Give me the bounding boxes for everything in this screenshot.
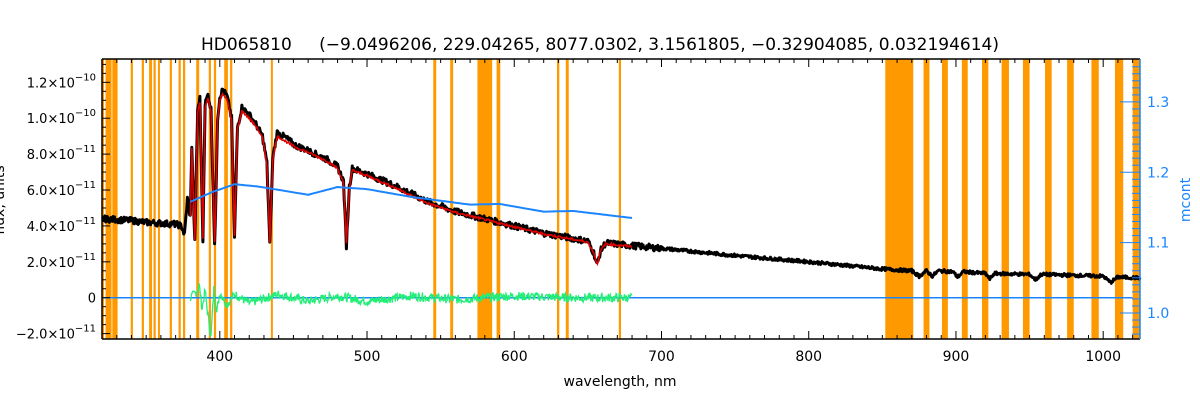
masked-region bbox=[961, 59, 968, 339]
y-tick-base: −2.0×10 bbox=[16, 328, 75, 343]
y-tick-base: 4.0×10 bbox=[27, 220, 75, 235]
masked-region bbox=[1114, 59, 1124, 339]
masked-region bbox=[182, 59, 186, 339]
masked-region bbox=[1001, 59, 1009, 339]
masked-region bbox=[208, 59, 211, 339]
y-tick-base: 1.0×10 bbox=[27, 112, 75, 127]
y-tick-exponent: −10 bbox=[75, 108, 96, 119]
masked-region bbox=[923, 59, 930, 339]
y-tick-exponent: −11 bbox=[75, 180, 96, 191]
masked-region bbox=[1045, 59, 1052, 339]
y-axis-label: flux, units bbox=[0, 165, 8, 234]
y2-tick-label: 1.0 bbox=[1147, 306, 1169, 322]
x-tick-label: 700 bbox=[648, 349, 675, 365]
masked-region bbox=[157, 59, 160, 339]
masked-region bbox=[1132, 59, 1140, 339]
masked-region bbox=[477, 59, 493, 339]
y2-tick-label: 1.3 bbox=[1147, 95, 1169, 111]
masked-region bbox=[112, 59, 118, 339]
masked-region bbox=[141, 59, 144, 339]
masked-region bbox=[153, 59, 156, 339]
y-tick-label: 4.0×10−11 bbox=[27, 216, 96, 235]
y-tick-label: 6.0×10−11 bbox=[27, 180, 96, 199]
y-tick-base: 6.0×10 bbox=[27, 184, 75, 199]
masked-region bbox=[169, 59, 172, 339]
masked-region bbox=[1067, 59, 1074, 339]
chart-title-params: (−9.0496206, 229.04265, 8077.0302, 3.156… bbox=[319, 35, 999, 55]
x-tick-label: 500 bbox=[354, 349, 381, 365]
axes: 400 500 600 700 800 900 1000−2.0×10−1102.0×10−… bbox=[16, 58, 1169, 365]
masked-region bbox=[556, 59, 560, 339]
masked-region bbox=[450, 59, 454, 339]
y-tick-base: 2.0×10 bbox=[27, 256, 75, 271]
y-tick-exponent: −11 bbox=[75, 324, 96, 335]
y2-tick-label: 1.1 bbox=[1147, 236, 1169, 252]
masked-region bbox=[130, 59, 133, 339]
masked-region bbox=[496, 59, 501, 339]
mcont-series bbox=[189, 183, 633, 219]
masked-region bbox=[105, 59, 112, 339]
masked-region bbox=[618, 59, 621, 339]
masked-region bbox=[565, 59, 569, 339]
y-tick-label: 1.0×10−10 bbox=[27, 108, 96, 127]
y2-axis-label: mcont bbox=[1178, 177, 1194, 222]
y-tick-base: 0 bbox=[88, 292, 96, 307]
y2-tick-label: 1.2 bbox=[1147, 165, 1169, 181]
masked-region bbox=[230, 59, 233, 339]
y-tick-label: −2.0×10−11 bbox=[16, 324, 96, 343]
y-tick-exponent: −11 bbox=[75, 144, 96, 155]
y-tick-exponent: −10 bbox=[75, 72, 96, 83]
x-tick-label: 400 bbox=[206, 349, 233, 365]
masked-region bbox=[178, 59, 181, 339]
chart-title: HD065810 (−9.0496206, 229.04265, 8077.03… bbox=[201, 35, 999, 55]
x-tick-label: 800 bbox=[795, 349, 822, 365]
plot-series bbox=[101, 87, 1142, 338]
y-tick-base: 8.0×10 bbox=[27, 148, 75, 163]
x-tick-label: 600 bbox=[501, 349, 528, 365]
y-tick-label: 1.2×10−10 bbox=[27, 72, 96, 91]
masked-region bbox=[941, 59, 948, 339]
y-tick-label: 2.0×10−11 bbox=[27, 252, 96, 271]
y-tick-exponent: −11 bbox=[75, 216, 96, 227]
masked-region bbox=[224, 59, 228, 339]
y-tick-exponent: −11 bbox=[75, 252, 96, 263]
masked-region bbox=[1091, 59, 1099, 339]
masked-region bbox=[149, 59, 153, 339]
x-tick-label: 1000 bbox=[1085, 349, 1121, 365]
chart-title-star: HD065810 bbox=[201, 35, 292, 55]
y-tick-label: 0 bbox=[88, 292, 96, 307]
residuals-series bbox=[189, 283, 633, 338]
x-axis-label: wavelength, nm bbox=[564, 374, 677, 390]
model-flux-series bbox=[189, 92, 633, 267]
y-tick-base: 1.2×10 bbox=[27, 76, 75, 91]
masked-region bbox=[1022, 59, 1030, 339]
masked-regions bbox=[102, 59, 1140, 339]
masked-region bbox=[885, 59, 914, 339]
masked-region bbox=[982, 59, 989, 339]
y-tick-label: 8.0×10−11 bbox=[27, 144, 96, 163]
x-tick-label: 900 bbox=[943, 349, 970, 365]
